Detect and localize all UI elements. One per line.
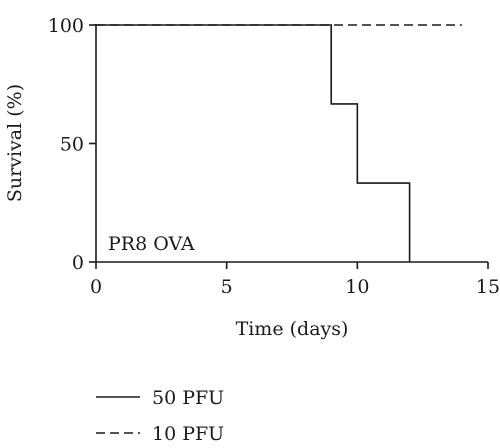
plot-area <box>96 24 462 262</box>
x-tick-label: 10 <box>345 276 369 298</box>
legend-label: 10 PFU <box>152 423 224 445</box>
series-line-50-pfu <box>96 24 411 262</box>
y-tick-label: 100 <box>48 15 84 37</box>
y-axis-title: Survival (%) <box>4 84 26 202</box>
y-tick-label: 0 <box>72 252 84 274</box>
legend-label: 50 PFU <box>152 387 224 409</box>
legend: 50 PFU 10 PFU <box>96 387 224 445</box>
x-tick-label: 5 <box>221 276 233 298</box>
annotation-label: PR8 OVA <box>108 233 195 255</box>
x-tick-label: 15 <box>476 276 500 298</box>
axes: 0 5 10 15 0 50 100 <box>48 15 500 298</box>
y-tick-label: 50 <box>60 134 84 156</box>
x-axis-title: Time (days) <box>236 318 349 340</box>
x-tick-label: 0 <box>90 276 102 298</box>
